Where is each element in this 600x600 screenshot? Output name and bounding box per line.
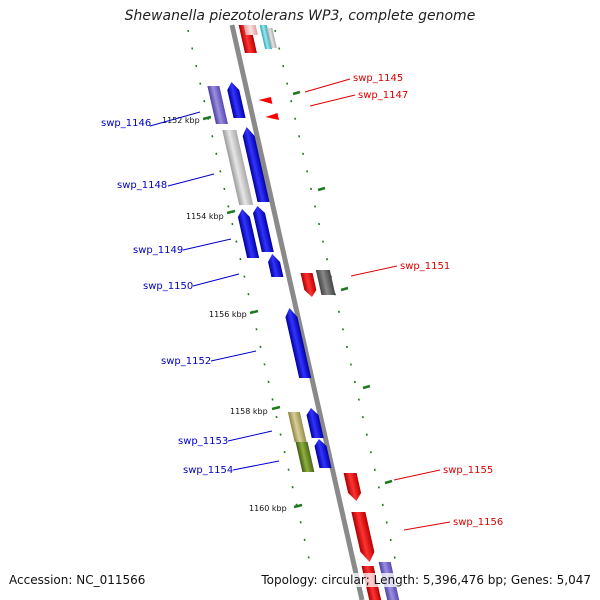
label-swp_1153: swp_1153 xyxy=(178,436,228,447)
gene-swp_1149[interactable] xyxy=(236,209,260,258)
label-swp_1145: swp_1145 xyxy=(353,73,403,84)
gene-swp_1150[interactable] xyxy=(266,254,284,277)
gene-swp_1145[interactable] xyxy=(258,97,273,104)
tick-label-1156: 1156 kbp xyxy=(209,310,247,319)
tick-1152-kbp xyxy=(202,115,212,121)
genome-title: Shewanella piezotolerans WP3, complete g… xyxy=(124,8,476,24)
partial-gene-top-cyan xyxy=(259,25,273,49)
partial-gene-top-pink xyxy=(243,25,258,35)
tick-1158-kbp xyxy=(271,405,281,411)
tick-label-1158: 1158 kbp xyxy=(230,407,268,416)
gene-swp_1156[interactable] xyxy=(351,512,376,562)
label-swp_1151: swp_1151 xyxy=(400,261,450,272)
tick-label-1160: 1160 kbp xyxy=(249,504,287,513)
topology-text: Topology: circular; Length: 5,396,476 bp… xyxy=(261,573,591,587)
label-swp_1154: swp_1154 xyxy=(183,465,233,476)
tick-label-1152: 1152 kbp xyxy=(162,116,200,125)
gene-swp_1155[interactable] xyxy=(343,473,363,501)
gene-swp_1148[interactable] xyxy=(222,130,254,205)
gene-swp_1152[interactable] xyxy=(283,308,312,378)
forward-leader-lines xyxy=(149,111,280,471)
label-swp_1148: swp_1148 xyxy=(117,180,167,191)
tick-labels: 1152 kbp 1154 kbp 1156 kbp 1158 kbp 1160… xyxy=(162,116,287,513)
tick-marks xyxy=(202,90,393,509)
tick-1154-kbp xyxy=(226,209,236,215)
label-swp_1156: swp_1156 xyxy=(453,517,503,528)
gene-swp_1154[interactable] xyxy=(295,442,315,472)
gene-swp_1153[interactable] xyxy=(287,412,307,442)
gene-blue-near-1154[interactable] xyxy=(313,439,332,468)
gene-blue-near-1149[interactable] xyxy=(251,206,274,252)
gene-swp_1151-gray[interactable] xyxy=(315,270,336,295)
tick-label-1154: 1154 kbp xyxy=(186,212,224,221)
gene-blue-near-1153[interactable] xyxy=(305,408,324,438)
genome-backbone xyxy=(229,24,365,600)
gene-blue-near-1146[interactable] xyxy=(225,82,246,118)
label-swp_1146: swp_1146 xyxy=(101,118,151,129)
label-swp_1149: swp_1149 xyxy=(133,245,183,256)
gene-swp_1151[interactable] xyxy=(300,273,318,297)
partial-gene-top-red xyxy=(238,25,257,53)
tick-1160-kbp xyxy=(293,503,303,509)
gene-labels: swp_1146 swp_1148 swp_1149 swp_1150 swp_… xyxy=(101,73,503,528)
gene-swp_1146[interactable] xyxy=(207,86,228,124)
gene-swp_1147[interactable] xyxy=(264,113,280,120)
label-swp_1152: swp_1152 xyxy=(161,356,211,367)
partial-genes-top xyxy=(238,25,277,53)
accession-text: Accession: NC_011566 xyxy=(9,573,146,587)
label-swp_1147: swp_1147 xyxy=(358,90,408,101)
gene-blue-1148-inner[interactable] xyxy=(241,127,270,202)
reverse-leader-lines xyxy=(304,78,451,531)
partial-gene-top-gray xyxy=(266,28,277,48)
label-swp_1155: swp_1155 xyxy=(443,465,493,476)
label-swp_1150: swp_1150 xyxy=(143,281,193,292)
tick-1156-kbp xyxy=(249,309,259,315)
